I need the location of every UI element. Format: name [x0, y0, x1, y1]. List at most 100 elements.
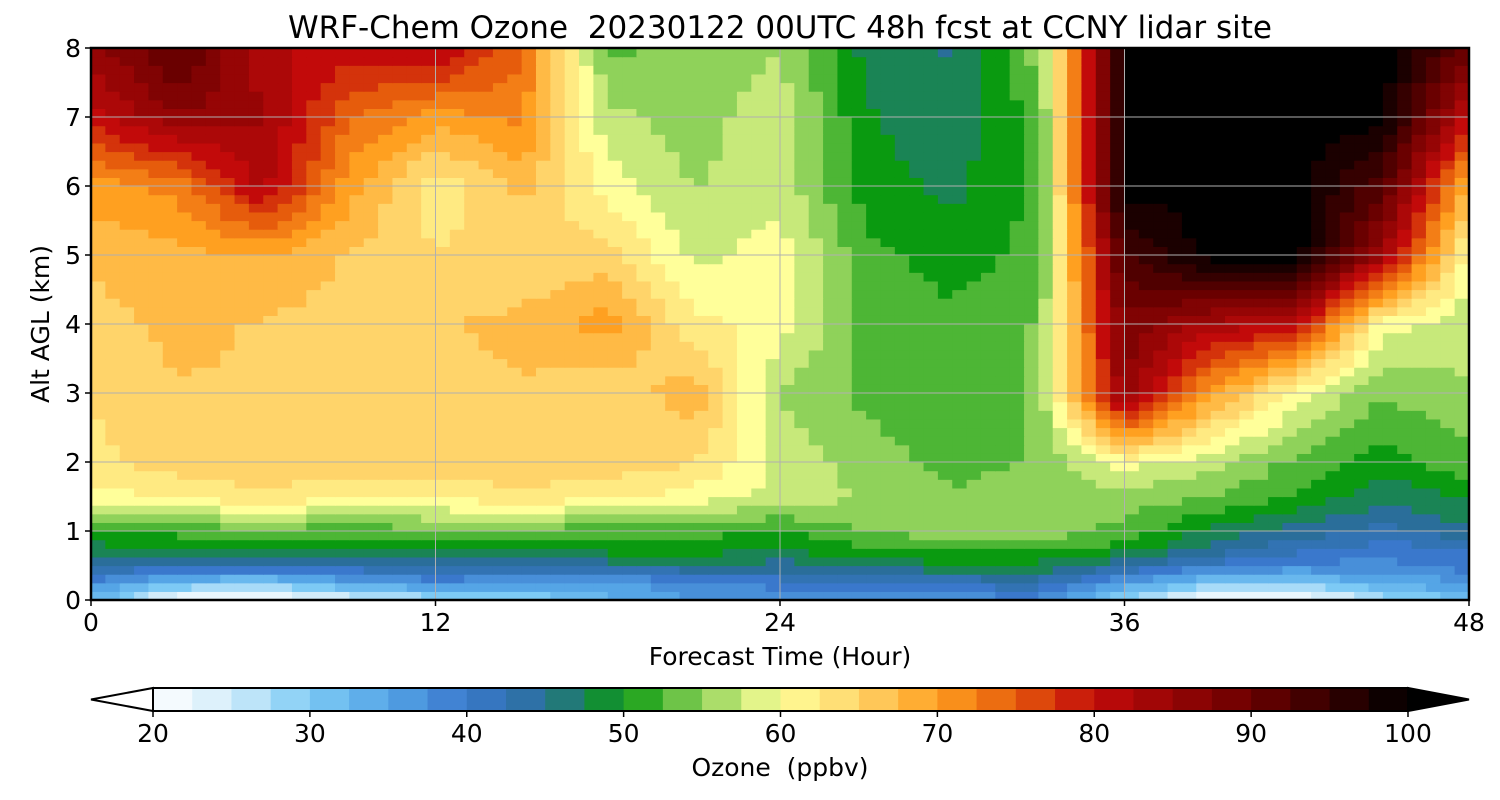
ozone-cell — [952, 168, 968, 178]
ozone-cell — [1397, 194, 1413, 204]
ozone-cell — [679, 229, 695, 239]
ozone-cell — [378, 462, 394, 472]
ozone-cell — [492, 246, 508, 256]
ozone-cell — [1124, 539, 1140, 549]
ozone-cell — [1239, 505, 1255, 515]
ozone-cell — [392, 349, 408, 360]
ozone-cell — [1425, 393, 1441, 403]
ozone-cell — [693, 220, 709, 230]
ozone-cell — [650, 186, 666, 196]
ozone-cell — [1009, 513, 1025, 523]
ozone-cell — [1253, 229, 1269, 239]
ozone-cell — [320, 203, 336, 213]
ozone-cell — [492, 444, 508, 454]
ozone-cell — [751, 418, 767, 429]
ozone-cell — [593, 246, 609, 256]
ozone-cell — [837, 203, 853, 213]
ozone-cell — [679, 315, 695, 325]
ozone-cell — [1067, 401, 1083, 411]
ozone-cell — [220, 505, 236, 515]
ozone-cell — [1052, 289, 1068, 299]
ozone-cell — [909, 505, 925, 515]
ozone-cell — [995, 324, 1011, 334]
ozone-cell — [1354, 237, 1370, 247]
ozone-cell — [119, 298, 135, 308]
ozone-cell — [421, 375, 437, 385]
ozone-cell — [736, 487, 752, 498]
ozone-cell — [191, 186, 207, 196]
ozone-cell — [593, 418, 609, 429]
ozone-cell — [1024, 496, 1039, 506]
ozone-cell — [349, 324, 365, 334]
ozone-cell — [880, 263, 896, 273]
ozone-cell — [1210, 220, 1226, 230]
ozone-cell — [1224, 211, 1240, 222]
ozone-cell — [708, 298, 724, 308]
ozone-cell — [1124, 565, 1140, 575]
ozone-cell — [579, 548, 594, 558]
ozone-cell — [1282, 444, 1298, 454]
ozone-cell — [952, 531, 968, 541]
ozone-cell — [205, 246, 221, 256]
ozone-cell — [1081, 591, 1097, 600]
ozone-cell — [1153, 341, 1169, 351]
ozone-cell — [521, 470, 537, 480]
ozone-cell — [1124, 315, 1140, 325]
ozone-cell — [952, 401, 968, 411]
ozone-cell — [105, 470, 121, 480]
ozone-cell — [277, 255, 293, 265]
ozone-cell — [1167, 324, 1183, 334]
ozone-cell — [1138, 582, 1154, 592]
ozone-cell — [263, 384, 279, 394]
ozone-cell — [1210, 574, 1226, 584]
ozone-cell — [722, 531, 738, 541]
ozone-cell — [880, 324, 896, 334]
ozone-cell — [1425, 203, 1441, 213]
ozone-cell — [1153, 280, 1169, 291]
ozone-cell — [134, 470, 150, 480]
ozone-cell — [421, 591, 437, 600]
ozone-cell — [1052, 272, 1068, 282]
ozone-cell — [478, 384, 494, 394]
ozone-cell — [751, 384, 767, 394]
ozone-cell — [521, 453, 537, 463]
ozone-cell — [134, 168, 150, 178]
ozone-cell — [780, 358, 795, 368]
ozone-cell — [823, 229, 839, 239]
ozone-cell — [808, 410, 824, 420]
ozone-cell — [866, 513, 882, 523]
ozone-cell — [535, 565, 551, 575]
ozone-cell — [91, 349, 106, 360]
ozone-cell — [1354, 151, 1370, 161]
ozone-cell — [105, 436, 121, 446]
ozone-cell — [1095, 229, 1111, 239]
ozone-cell — [937, 384, 953, 394]
ozone-cell — [1038, 211, 1054, 222]
ozone-cell — [736, 384, 752, 394]
ozone-cell — [851, 470, 867, 480]
ozone-cell — [1239, 160, 1255, 170]
ozone-cell — [335, 522, 350, 532]
ozone-cell — [535, 496, 551, 506]
ozone-cell — [191, 375, 207, 385]
ozone-cell — [607, 255, 623, 265]
ozone-cell — [1110, 168, 1126, 178]
ozone-cell — [1239, 263, 1255, 273]
ozone-cell — [693, 410, 709, 420]
ozone-cell — [535, 367, 551, 377]
ozone-cell — [1368, 444, 1384, 454]
ozone-cell — [1454, 229, 1469, 239]
ozone-cell — [1325, 487, 1341, 498]
ozone-cell — [851, 479, 867, 489]
ozone-cell — [535, 427, 551, 437]
ozone-cell — [1239, 436, 1255, 446]
ozone-cell — [808, 324, 824, 334]
ozone-cell — [636, 384, 652, 394]
ozone-cell — [1440, 168, 1456, 178]
ozone-cell — [808, 332, 824, 342]
ozone-cell — [535, 401, 551, 411]
ozone-cell — [550, 324, 566, 334]
ozone-cell — [722, 298, 738, 308]
ozone-cell — [866, 410, 882, 420]
ozone-cell — [736, 289, 752, 299]
